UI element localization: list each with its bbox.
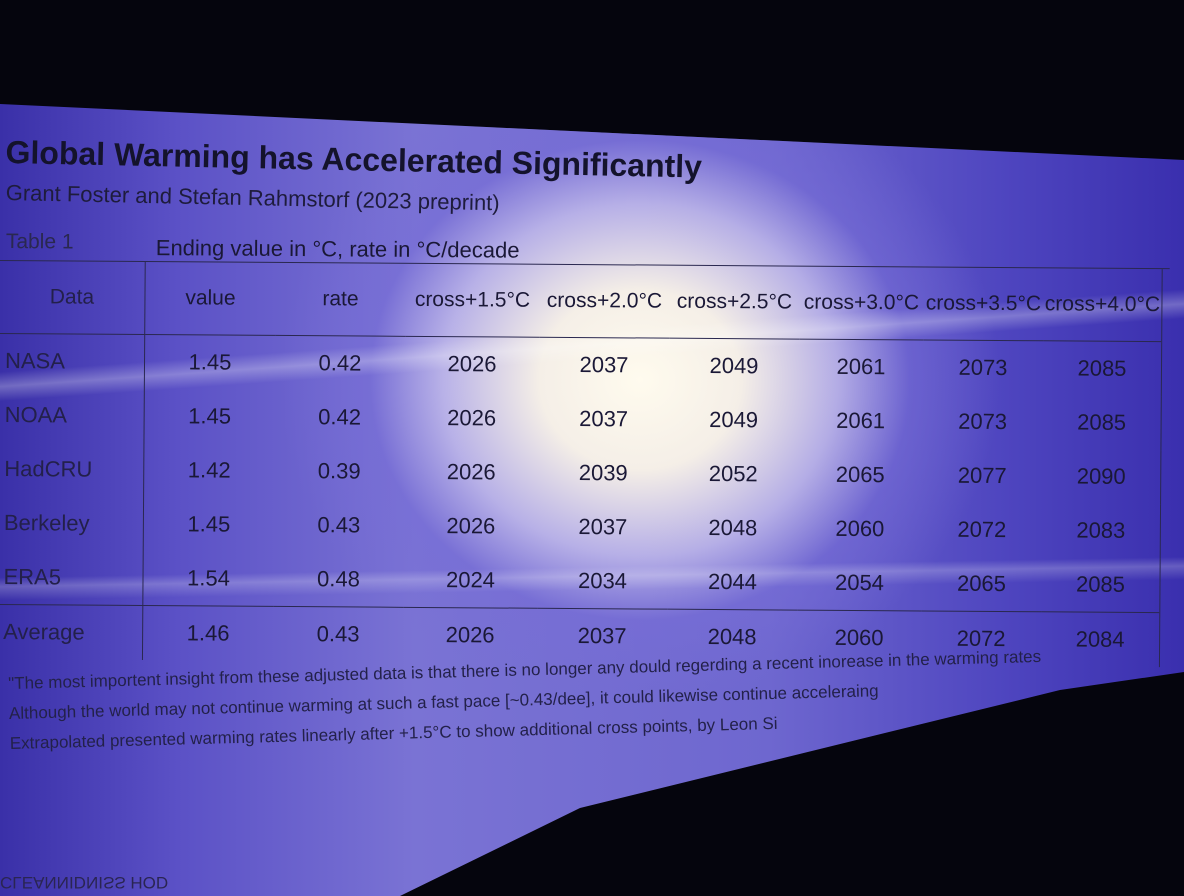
- column-header: rate: [275, 262, 406, 337]
- column-header-line: Data: [49, 284, 95, 309]
- table-cell: 2084: [1040, 611, 1160, 668]
- document-title: Global Warming has Accelerated Significa…: [5, 134, 703, 185]
- table-cell: 2048: [708, 514, 758, 541]
- table-cell: 2085: [1077, 409, 1127, 435]
- table-row: ERA5 1.54 0.48 2024 2034 2044 2054 2065 2085: [0, 549, 1161, 613]
- table-cell: 2065: [956, 570, 1007, 597]
- table-cell: 2073: [958, 354, 1008, 381]
- table-cell: 1.54: [187, 565, 231, 591]
- column-header-line: cross: [676, 289, 728, 313]
- column-header-line: cross: [546, 288, 598, 312]
- table-caption-row: Table 1 Ending value in °C, rate in °C/d…: [0, 222, 1170, 270]
- table-header-row: Data value rate cross +1.5°C cross +2.0°C cross…: [0, 260, 1163, 343]
- table-cell: 2054: [834, 569, 885, 596]
- table-cell: 2026: [446, 459, 496, 485]
- column-header-line: rate: [322, 286, 359, 311]
- table-row: HadCRU 1.42 0.39 2026 2039 2052 2065 2077 2090: [0, 441, 1162, 505]
- column-header: cross +1.5°C: [405, 263, 540, 338]
- column-header-line: +2.5°C: [726, 289, 793, 314]
- table-cell: 2052: [708, 460, 758, 487]
- table-row: Berkeley 1.45 0.43 2026 2037 2048 2060 2072 2083: [0, 495, 1162, 559]
- table-cell: 2037: [578, 514, 628, 540]
- table-cell: 2085: [1077, 355, 1127, 381]
- table-cell: 1.45: [187, 511, 231, 537]
- column-header-line: value: [185, 285, 236, 310]
- notes-block: "The most importent insight from these a…: [8, 647, 1043, 764]
- dataset-name: ERA5: [0, 549, 144, 606]
- results-table: Table 1 Ending value in °C, rate in °C/d…: [0, 222, 1170, 668]
- table-cell: 2049: [709, 406, 759, 433]
- table-cell: 2037: [579, 406, 629, 432]
- table-cell: 0.48: [317, 566, 361, 592]
- column-header-line: cross: [925, 291, 977, 315]
- table-label: Table 1: [5, 230, 74, 254]
- table-cell: 2072: [957, 516, 1007, 543]
- column-header: value: [145, 262, 276, 336]
- table-row: NASA 1.45 0.42 2026 2037 2049 2061 2073 2085: [0, 333, 1163, 397]
- table-cell: 2039: [578, 460, 628, 486]
- column-header-line: +3.5°C: [975, 291, 1042, 315]
- table-cell: 2026: [402, 606, 538, 663]
- table-cell: 2083: [1076, 517, 1126, 543]
- mirrored-text: CLEANNIDNISS HOD: [0, 873, 169, 892]
- table-row: NOAA 1.45 0.42 2026 2037 2049 2061 2073 2085: [0, 387, 1162, 451]
- column-header-line: cross: [414, 287, 466, 311]
- table-cell: 0.42: [318, 404, 362, 430]
- table-cell: 0.39: [317, 458, 361, 484]
- table-cell: 2061: [836, 353, 886, 380]
- dataset-name: Berkeley: [0, 495, 145, 552]
- column-header-line: +4.0°C: [1094, 292, 1161, 316]
- table-caption: Ending value in °C, rate in °C/decade: [155, 235, 520, 263]
- column-header-line: cross: [803, 290, 855, 314]
- column-header: cross +4.0°C: [1043, 268, 1162, 343]
- table-cell: 2044: [707, 568, 758, 595]
- table-cell: 2061: [836, 407, 886, 434]
- table-cell: 2026: [447, 351, 497, 377]
- table-cell: 0.42: [318, 350, 362, 376]
- column-header: cross +3.0°C: [799, 266, 924, 341]
- dataset-name: NASA: [0, 333, 146, 390]
- dataset-name: Average: [0, 603, 144, 661]
- column-header-line: +1.5°C: [464, 287, 531, 312]
- table-cell: 2077: [957, 462, 1007, 489]
- table-cell: 2026: [447, 405, 497, 431]
- table-cell: 2037: [579, 352, 629, 378]
- document-subtitle: Grant Foster and Stefan Rahmstorf (2023 …: [5, 180, 500, 216]
- column-header: cross +2.5°C: [669, 265, 800, 340]
- table-cell: 0.43: [317, 512, 361, 538]
- column-header: Data: [0, 260, 146, 336]
- column-header: cross +2.0°C: [539, 264, 670, 339]
- table-cell: 2037: [536, 607, 668, 664]
- table-cell: 2024: [445, 567, 496, 593]
- table-cell: 1.45: [188, 349, 232, 375]
- table-cell: 1.45: [188, 403, 232, 429]
- table-cell: 2034: [577, 568, 628, 594]
- table-cell: 2085: [1075, 571, 1126, 597]
- table-cell: 2026: [446, 513, 496, 539]
- table-cell: 2049: [709, 352, 759, 379]
- table-body: NASA 1.45 0.42 2026 2037 2049 2061 2073 2085 NOAA…: [0, 333, 1169, 668]
- dataset-name: HadCRU: [0, 441, 145, 498]
- dataset-name: NOAA: [0, 387, 145, 444]
- table-cell: 1.42: [187, 457, 231, 483]
- column-header: cross +3.5°C: [923, 267, 1044, 342]
- table-cell: 2065: [835, 461, 885, 488]
- table-cell: 1.46: [142, 605, 274, 661]
- column-header-line: +2.0°C: [596, 288, 663, 313]
- table-cell: 2060: [835, 515, 885, 542]
- table-cell: 2073: [958, 408, 1008, 435]
- table-cell: 0.43: [272, 605, 404, 662]
- column-header-line: +3.0°C: [853, 290, 920, 315]
- column-header-line: cross: [1044, 291, 1096, 316]
- table-cell: 2090: [1076, 463, 1126, 489]
